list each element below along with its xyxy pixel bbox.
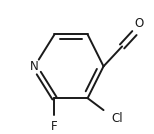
Text: F: F [51, 120, 58, 133]
Text: N: N [30, 60, 39, 73]
Text: Cl: Cl [111, 112, 123, 125]
Text: O: O [134, 17, 143, 30]
